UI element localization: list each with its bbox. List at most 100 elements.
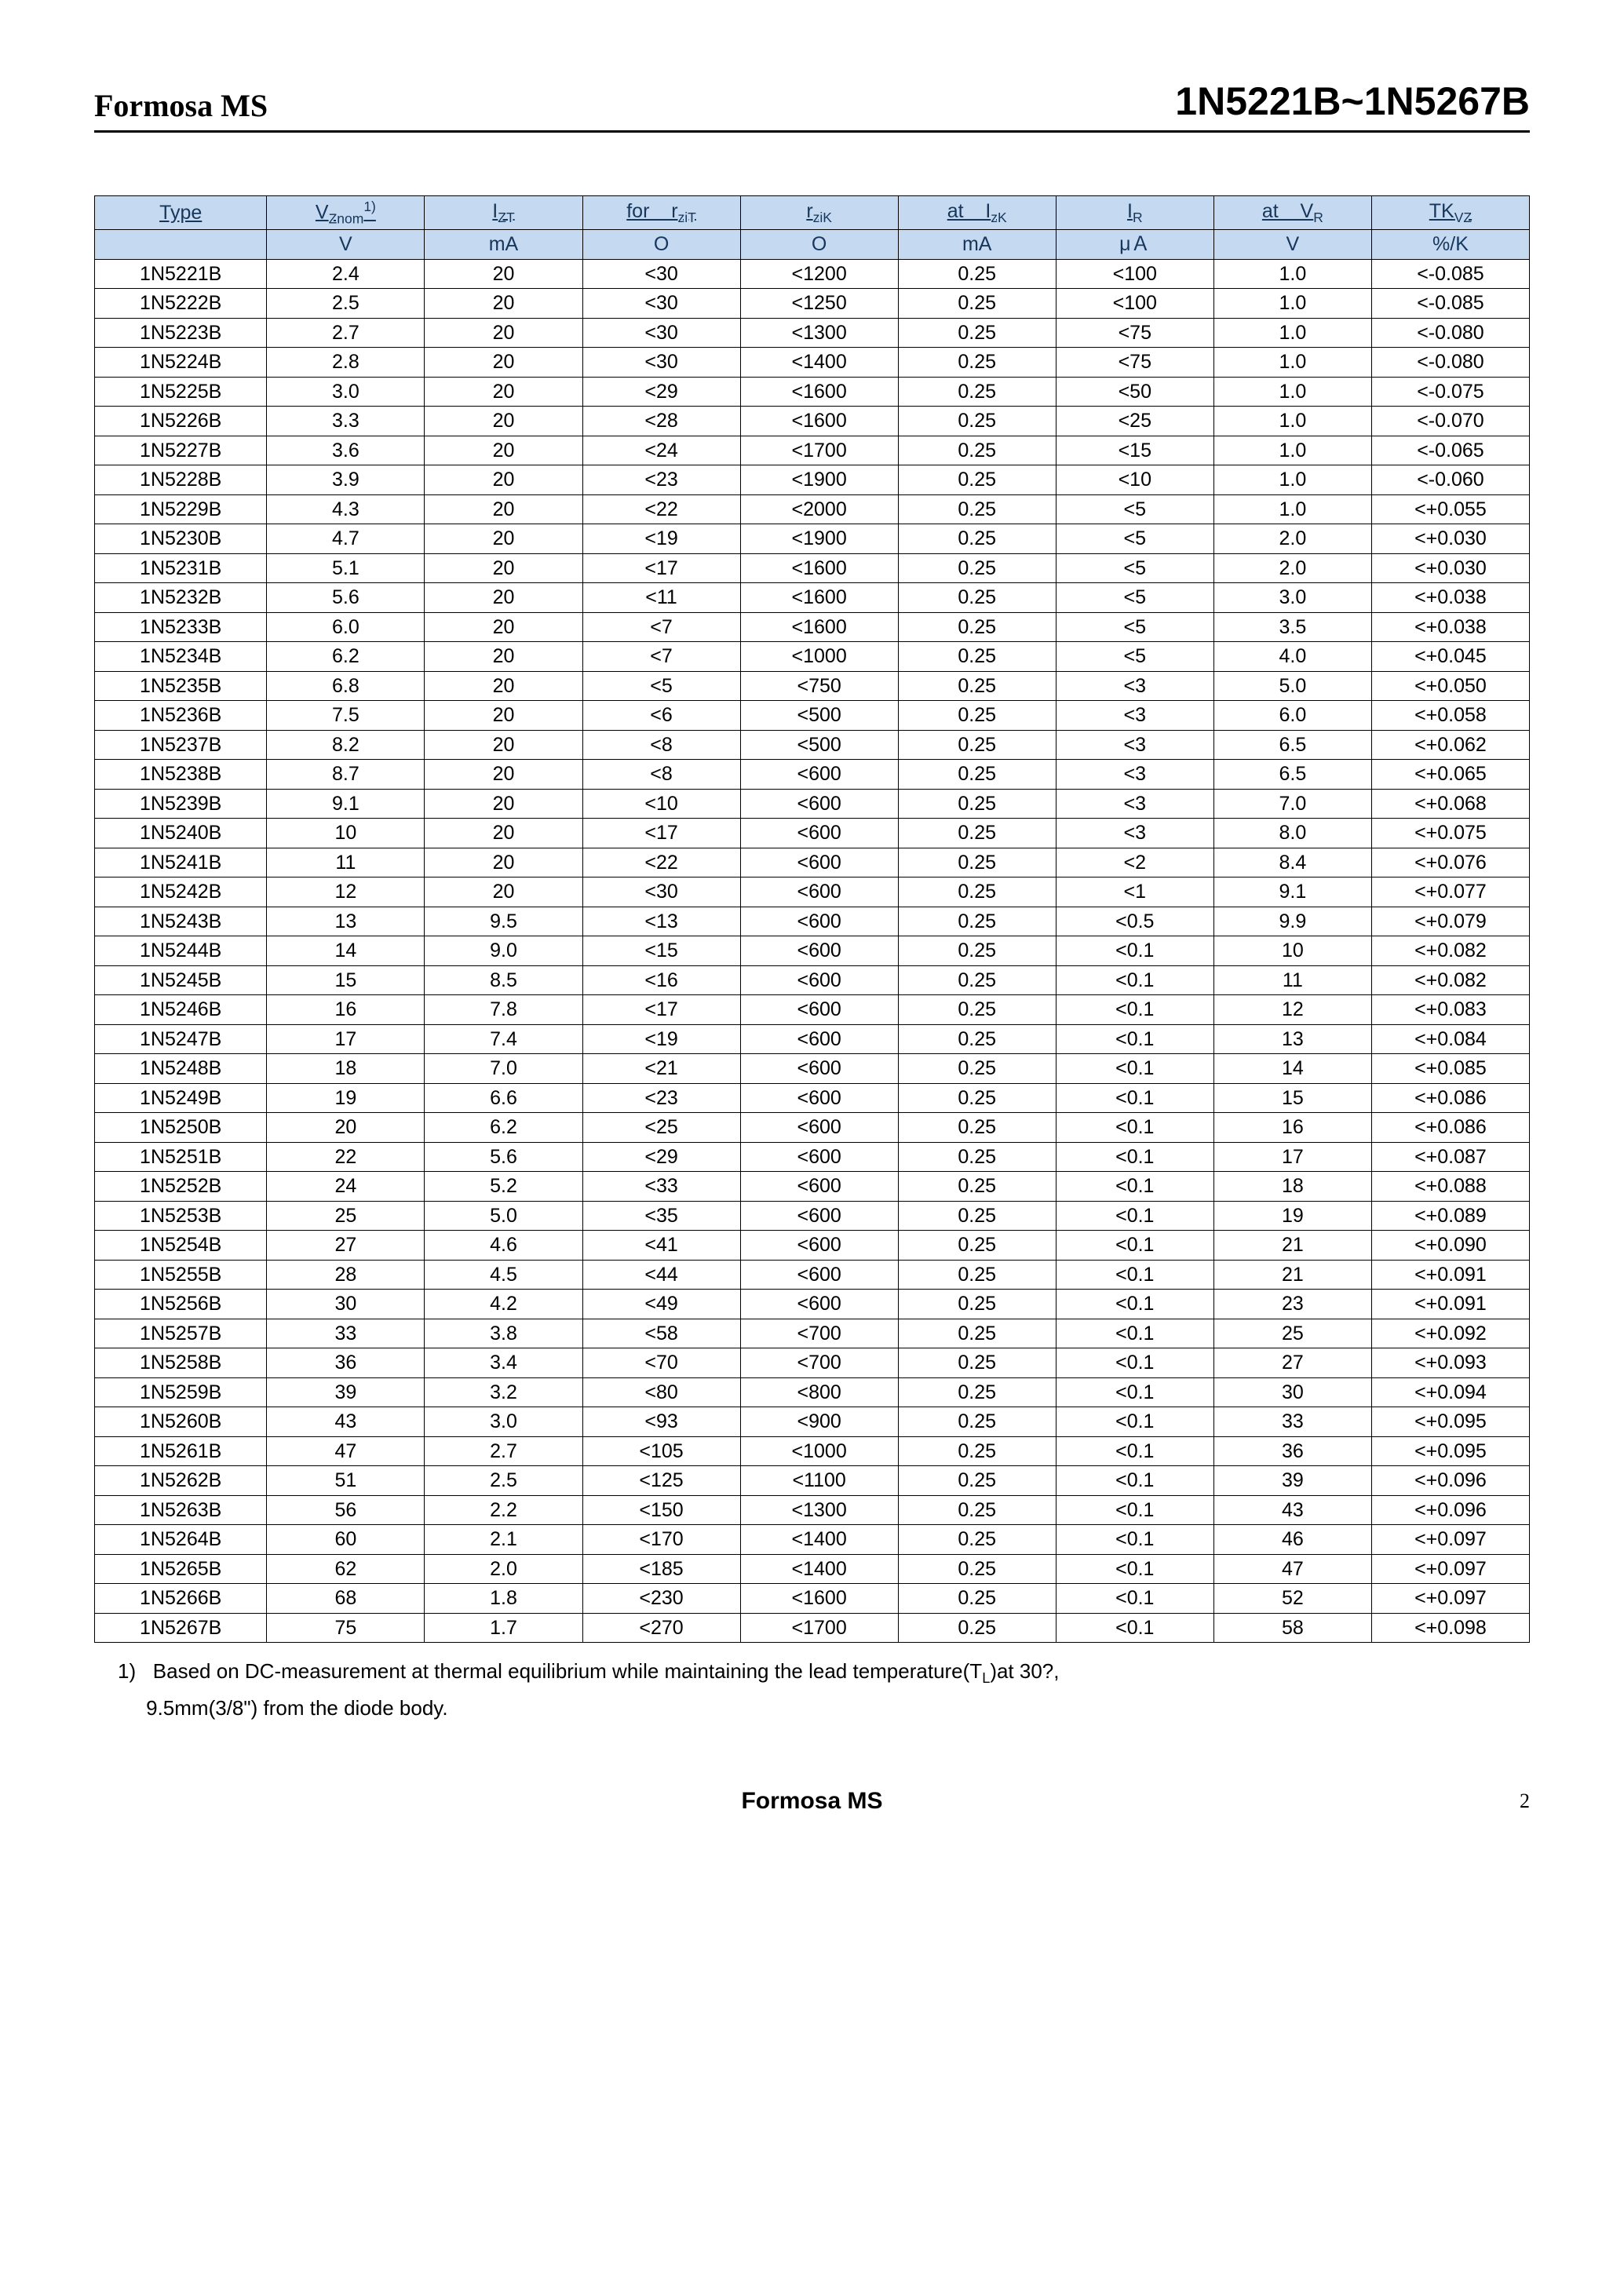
table-cell: 20 — [425, 377, 582, 407]
table-cell: <58 — [582, 1319, 740, 1348]
table-cell: <0.1 — [1056, 1172, 1213, 1202]
table-cell: <600 — [740, 1142, 898, 1172]
table-cell: 20 — [425, 348, 582, 378]
table-cell: 4.2 — [425, 1290, 582, 1319]
table-row: 1N5255B284.5<44<6000.25<0.121<+0.091 — [95, 1260, 1530, 1290]
table-cell: 9.9 — [1213, 907, 1371, 936]
table-row: 1N5243B139.5<13<6000.25<0.59.9<+0.079 — [95, 907, 1530, 936]
table-cell: <15 — [582, 936, 740, 966]
table-row: 1N5230B4.720<19<19000.25<52.0<+0.030 — [95, 524, 1530, 554]
table-cell: <+0.087 — [1371, 1142, 1529, 1172]
table-cell: <0.1 — [1056, 1495, 1213, 1525]
col-unit: μＡ — [1056, 230, 1213, 260]
table-cell: 60 — [267, 1525, 425, 1555]
table-cell: <+0.097 — [1371, 1554, 1529, 1584]
table-cell: <-0.085 — [1371, 289, 1529, 319]
table-cell: <25 — [582, 1113, 740, 1143]
table-cell: 6.6 — [425, 1083, 582, 1113]
table-cell: <-0.080 — [1371, 348, 1529, 378]
table-cell: <0.1 — [1056, 1201, 1213, 1231]
table-cell: 0.25 — [898, 760, 1056, 790]
table-cell: 5.1 — [267, 553, 425, 583]
table-row: 1N5233B6.020<7<16000.25<53.5<+0.038 — [95, 612, 1530, 642]
table-cell: 1N5238B — [95, 760, 267, 790]
table-cell: 47 — [267, 1436, 425, 1466]
table-row: 1N5262B512.5<125<11000.25<0.139<+0.096 — [95, 1466, 1530, 1496]
table-cell: 6.0 — [1213, 701, 1371, 731]
table-cell: <0.1 — [1056, 1584, 1213, 1614]
table-cell: <-0.085 — [1371, 259, 1529, 289]
table-cell: <0.1 — [1056, 1377, 1213, 1407]
table-cell: 0.25 — [898, 995, 1056, 1025]
col-unit: mA — [898, 230, 1056, 260]
col-header: IR — [1056, 196, 1213, 230]
table-cell: <+0.095 — [1371, 1436, 1529, 1466]
table-cell: <+0.077 — [1371, 878, 1529, 907]
table-cell: 36 — [267, 1348, 425, 1378]
table-cell: <75 — [1056, 348, 1213, 378]
table-cell: 20 — [425, 701, 582, 731]
table-cell: <+0.076 — [1371, 848, 1529, 878]
table-cell: <1 — [1056, 878, 1213, 907]
table-cell: <600 — [740, 1201, 898, 1231]
table-cell: 68 — [267, 1584, 425, 1614]
table-cell: <600 — [740, 965, 898, 995]
table-row: 1N5263B562.2<150<13000.25<0.143<+0.096 — [95, 1495, 1530, 1525]
table-cell: 0.25 — [898, 1466, 1056, 1496]
table-cell: 3.2 — [425, 1377, 582, 1407]
table-cell: <0.5 — [1056, 907, 1213, 936]
table-cell: 0.25 — [898, 1172, 1056, 1202]
table-cell: <+0.062 — [1371, 730, 1529, 760]
table-cell: 24 — [267, 1172, 425, 1202]
table-cell: <+0.068 — [1371, 789, 1529, 819]
table-cell: 1.7 — [425, 1613, 582, 1643]
table-cell: <0.1 — [1056, 1054, 1213, 1084]
table-cell: 1.0 — [1213, 436, 1371, 465]
table-cell: <17 — [582, 995, 740, 1025]
table-cell: 17 — [1213, 1142, 1371, 1172]
table-cell: <5 — [1056, 553, 1213, 583]
table-cell: <-0.060 — [1371, 465, 1529, 495]
table-row: 1N5239B9.120<10<6000.25<37.0<+0.068 — [95, 789, 1530, 819]
table-cell: <+0.065 — [1371, 760, 1529, 790]
table-cell: <500 — [740, 730, 898, 760]
table-cell: <30 — [582, 878, 740, 907]
table-cell: 1N5254B — [95, 1231, 267, 1261]
table-cell: 9.0 — [425, 936, 582, 966]
table-cell: 20 — [425, 878, 582, 907]
table-cell: <125 — [582, 1466, 740, 1496]
table-cell: <600 — [740, 1054, 898, 1084]
table-cell: 8.5 — [425, 965, 582, 995]
table-row: 1N5222B2.520<30<12500.25<1001.0<-0.085 — [95, 289, 1530, 319]
table-cell: 1N5260B — [95, 1407, 267, 1437]
table-cell: 20 — [425, 259, 582, 289]
table-cell: 46 — [1213, 1525, 1371, 1555]
table-cell: <1700 — [740, 1613, 898, 1643]
table-cell: <600 — [740, 1231, 898, 1261]
table-cell: <-0.075 — [1371, 377, 1529, 407]
table-cell: 0.25 — [898, 1525, 1056, 1555]
table-row: 1N5264B602.1<170<14000.25<0.146<+0.097 — [95, 1525, 1530, 1555]
table-cell: 0.25 — [898, 848, 1056, 878]
table-cell: 11 — [267, 848, 425, 878]
table-cell: 0.25 — [898, 1407, 1056, 1437]
table-cell: 6.2 — [267, 642, 425, 672]
table-cell: 20 — [425, 730, 582, 760]
col-unit: %/K — [1371, 230, 1529, 260]
table-cell: 20 — [267, 1113, 425, 1143]
table-cell: 20 — [425, 671, 582, 701]
table-cell: <+0.055 — [1371, 494, 1529, 524]
table-cell: <23 — [582, 1083, 740, 1113]
table-cell: 18 — [267, 1054, 425, 1084]
table-cell: 20 — [425, 848, 582, 878]
table-cell: 1.0 — [1213, 377, 1371, 407]
table-cell: 2.7 — [267, 318, 425, 348]
table-row: 1N5242B1220<30<6000.25<19.1<+0.077 — [95, 878, 1530, 907]
table-cell: <0.1 — [1056, 1319, 1213, 1348]
table-cell: <1600 — [740, 1584, 898, 1614]
table-cell: 6.2 — [425, 1113, 582, 1143]
table-cell: <600 — [740, 1290, 898, 1319]
table-cell: 17 — [267, 1024, 425, 1054]
table-cell: <600 — [740, 936, 898, 966]
table-cell: 20 — [425, 407, 582, 436]
